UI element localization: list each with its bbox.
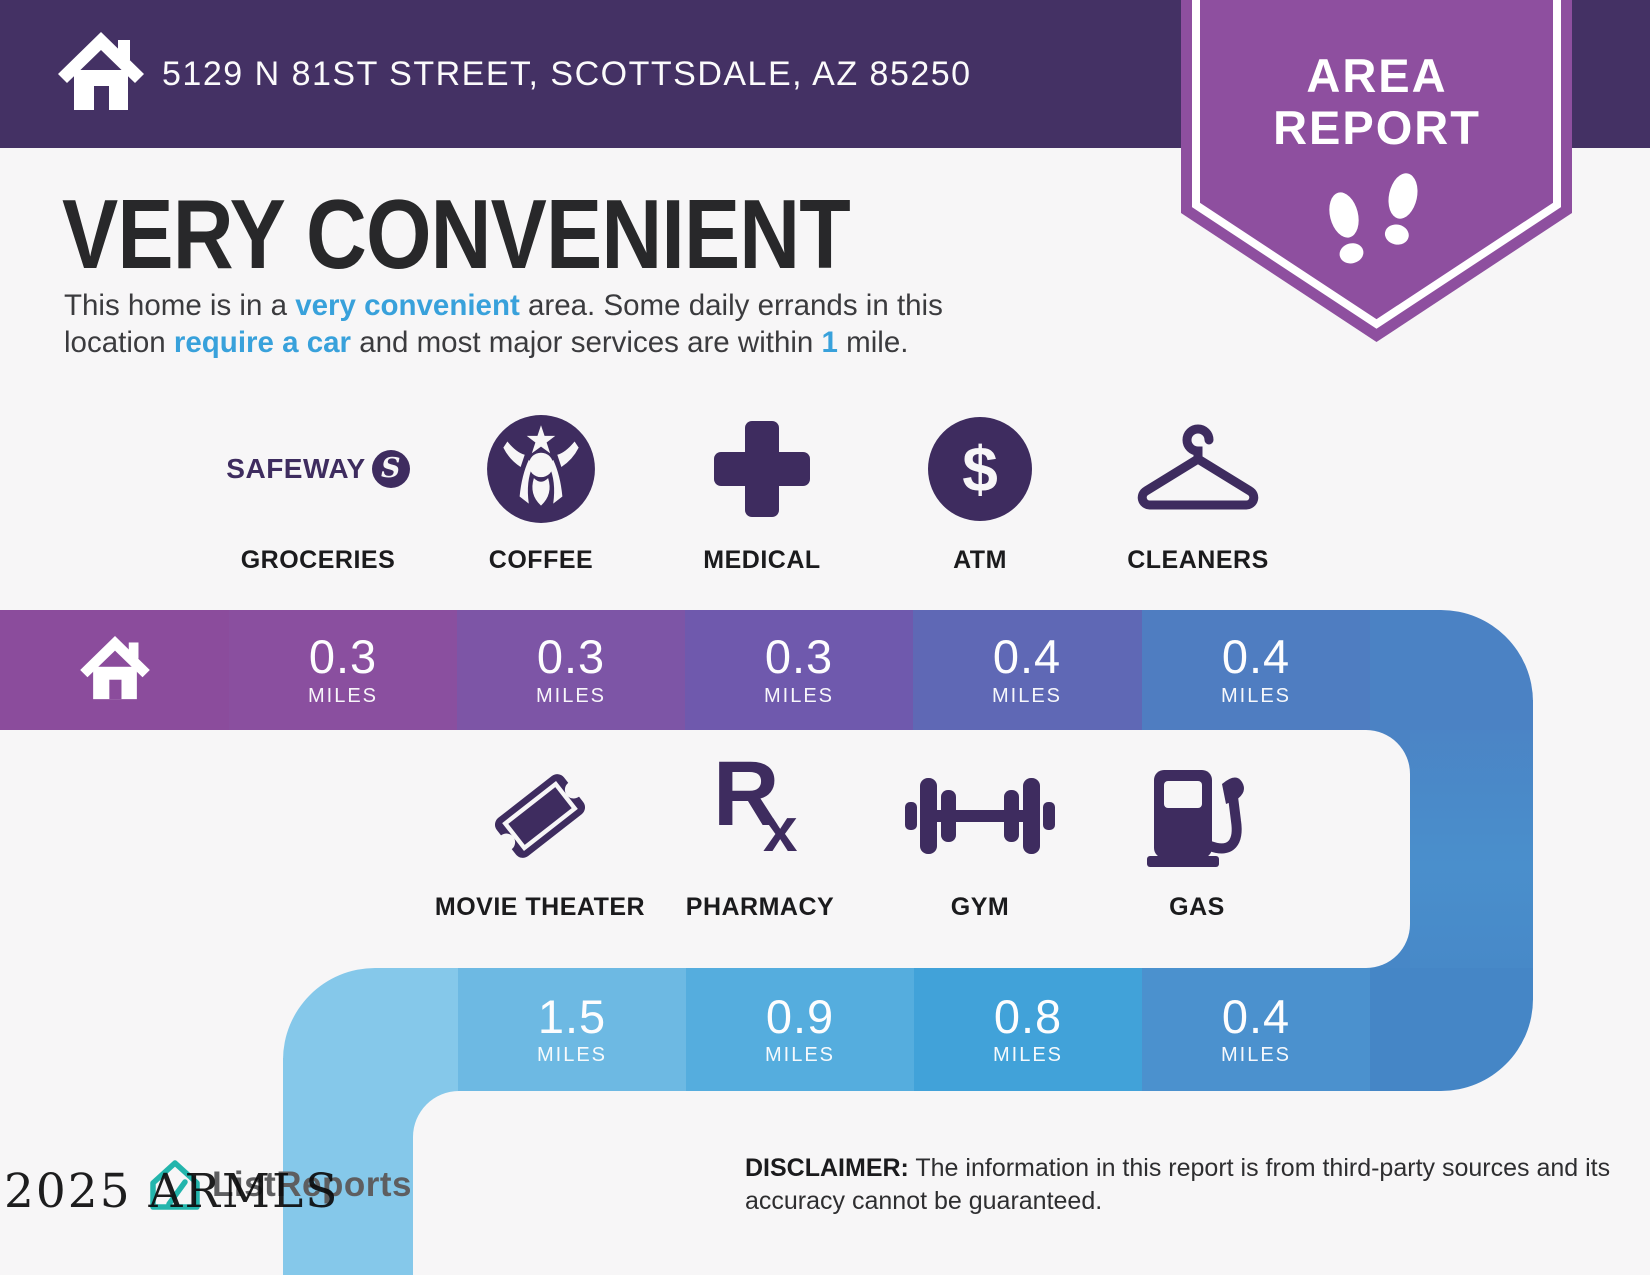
area-report-badge: AREA REPORT	[1181, 0, 1572, 342]
band2-segment-pharmacy	[686, 968, 914, 1091]
category-label: GAS	[1169, 893, 1225, 921]
distance-atm: 0.4 MILES	[991, 630, 1063, 707]
rx-icon: R x	[713, 743, 798, 865]
category-label: GYM	[950, 893, 1010, 921]
description-line1: This home is in a very convenient area. …	[64, 289, 943, 322]
category-atm: $ ATM	[860, 408, 1100, 575]
band-vertical-connector	[1410, 700, 1533, 1000]
property-address: 5129 N 81ST STREET, SCOTTSDALE, AZ 85250	[162, 54, 972, 93]
band-inner-white-notch	[1090, 730, 1410, 968]
category-cleaners: CLEANERS	[1078, 408, 1318, 575]
listreports-house-icon	[150, 1160, 200, 1210]
category-label: MEDICAL	[703, 546, 821, 574]
category-label: MOVIE THEATER	[434, 893, 646, 921]
armls-watermark: 2025 ARMLS	[4, 1164, 340, 1219]
badge-line1: AREA	[1306, 49, 1447, 102]
distance-coffee: 0.3 MILES	[535, 630, 607, 707]
band2-segment-gym	[914, 968, 1142, 1091]
dumbbell-icon	[905, 778, 1055, 854]
movie-ticket-icon	[494, 774, 586, 858]
disclaimer-text: DISCLAIMER: The information in this repo…	[745, 1154, 1611, 1215]
distance-pharmacy: 0.9 MILES	[764, 989, 836, 1067]
category-label: COFFEE	[488, 546, 594, 574]
gas-pump-icon	[1147, 770, 1244, 867]
description-text: This home is in a very convenient area. …	[64, 287, 1144, 361]
band1-segment-groceries	[229, 610, 457, 730]
distance-medical: 0.3 MILES	[763, 630, 835, 707]
distance-cleaners: 0.4 MILES	[1220, 630, 1292, 707]
dollar-circle-icon: $	[928, 417, 1032, 521]
category-label: ATM	[953, 546, 1007, 574]
band1-right-elbow	[1370, 610, 1533, 730]
band2-right-elbow	[1370, 968, 1533, 1091]
description-line2: location require a car and most major se…	[64, 326, 909, 359]
listreports-logo: ListReports	[148, 1158, 412, 1212]
band1-segment-coffee	[457, 610, 685, 730]
band1-segment-medical	[685, 610, 913, 730]
page-title: VERY CONVENIENT	[62, 179, 851, 289]
band-home-icon	[0, 610, 229, 730]
distance-groceries: 0.3 MILES	[307, 630, 379, 707]
hanger-icon	[1137, 424, 1259, 510]
home-icon	[58, 32, 144, 121]
medical-cross-icon	[714, 421, 810, 517]
footprints-icon	[1329, 173, 1418, 264]
band2-segment-movie	[458, 968, 686, 1091]
safeway-s-mark: S	[371, 450, 410, 488]
category-gas: GAS	[1077, 755, 1317, 922]
distance-gym: 0.8 MILES	[992, 989, 1064, 1067]
distance-movie-theater: 1.5 MILES	[536, 989, 608, 1067]
category-medical: MEDICAL	[642, 408, 882, 575]
band1-segment-cleaners	[1142, 610, 1370, 730]
band1-segment-atm	[913, 610, 1142, 730]
category-coffee: COFFEE	[421, 408, 661, 575]
category-groceries: SAFEWAY S GROCERIES	[198, 408, 438, 575]
badge-line2: REPORT	[1273, 101, 1481, 154]
category-label: GROCERIES	[240, 546, 396, 574]
category-movie-theater: MOVIE THEATER	[420, 755, 660, 922]
category-pharmacy: R x PHARMACY	[640, 743, 880, 922]
category-gym: GYM	[860, 755, 1100, 922]
band2-segment-gas	[1142, 968, 1370, 1091]
safeway-logo-icon: SAFEWAY S	[226, 450, 410, 488]
category-label: PHARMACY	[685, 893, 835, 921]
band-left-descender	[283, 1058, 413, 1275]
listreports-wordmark: ListReports	[212, 1165, 412, 1204]
distance-gas: 0.4 MILES	[1220, 989, 1292, 1067]
category-label: CLEANERS	[1127, 546, 1269, 574]
starbucks-logo-icon	[487, 415, 595, 523]
